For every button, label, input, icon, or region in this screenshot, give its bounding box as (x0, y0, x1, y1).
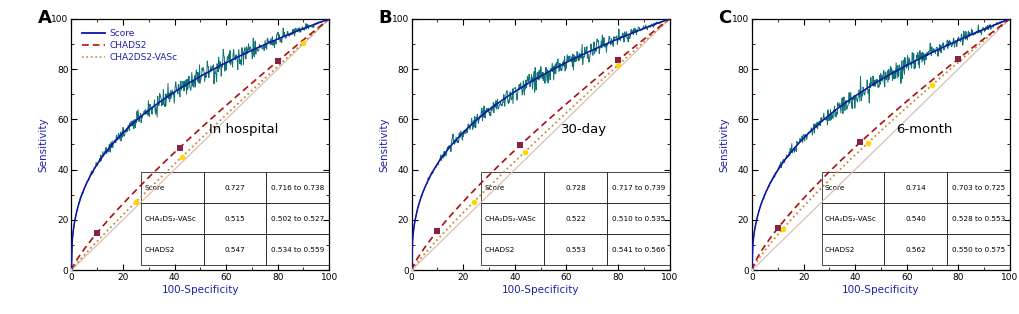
Text: A: A (38, 9, 52, 27)
Text: 6-month: 6-month (896, 123, 952, 136)
Y-axis label: Sensitivity: Sensitivity (39, 117, 49, 172)
X-axis label: 100-Specificity: 100-Specificity (161, 284, 238, 295)
X-axis label: 100-Specificity: 100-Specificity (501, 284, 579, 295)
Text: C: C (717, 9, 731, 27)
Text: B: B (378, 9, 391, 27)
Text: 30-day: 30-day (560, 123, 607, 136)
Legend: Score, CHADS2, CHA2DS2-VASc: Score, CHADS2, CHA2DS2-VASc (78, 26, 180, 66)
X-axis label: 100-Specificity: 100-Specificity (842, 284, 919, 295)
Y-axis label: Sensitivity: Sensitivity (718, 117, 729, 172)
Text: In hospital: In hospital (209, 123, 278, 136)
Y-axis label: Sensitivity: Sensitivity (378, 117, 388, 172)
